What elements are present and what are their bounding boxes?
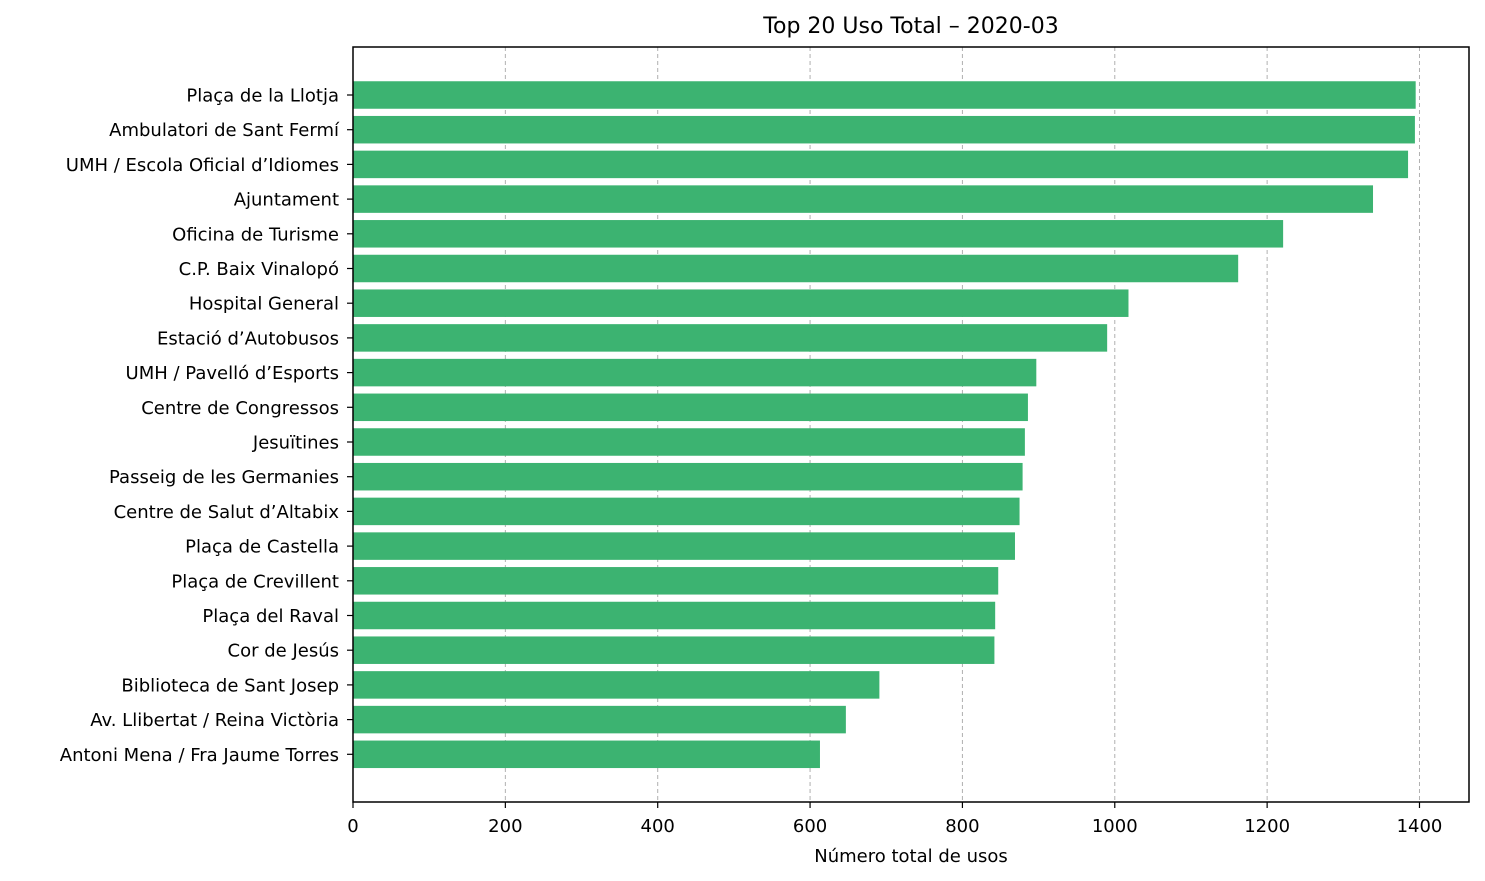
x-tick-label: 200: [488, 816, 522, 837]
bar: [353, 150, 1409, 179]
bar: [353, 358, 1037, 387]
bar: [353, 567, 999, 595]
bar: [353, 462, 1023, 491]
y-tick-label: Oficina de Turisme: [172, 224, 339, 245]
bar: [353, 601, 996, 630]
x-tick-label: 1200: [1244, 816, 1290, 837]
bar: [353, 289, 1129, 317]
y-tick-label: Plaça del Raval: [202, 606, 339, 627]
bar: [353, 497, 1020, 526]
bar: [353, 705, 846, 734]
x-tick-label: 600: [793, 816, 827, 837]
x-tick-label: 400: [641, 816, 675, 837]
y-axis-labels: Plaça de la Llotja Ambulatori de Sant Fer…: [60, 86, 353, 766]
y-tick-label: C.P. Baix Vinalopó: [179, 259, 339, 280]
y-tick-label: Ajuntament: [234, 190, 339, 211]
y-tick-label: Passeig de les Germanies: [109, 467, 339, 488]
y-tick-label: Cor de Jesús: [228, 641, 339, 662]
bar: [353, 740, 820, 769]
bar: [353, 115, 1415, 144]
x-axis-label: Número total de usos: [814, 846, 1008, 867]
chart-title: Top 20 Uso Total – 2020-03: [762, 14, 1058, 39]
y-tick-label: UMH / Escola Oficial d’Idiomes: [66, 155, 339, 176]
y-tick-label: Ambulatori de Sant Fermí: [109, 120, 340, 141]
bars: [353, 81, 1416, 769]
y-tick-label: Centre de Congressos: [141, 398, 339, 419]
y-tick-label: Centre de Salut d’Altabix: [114, 502, 340, 523]
bar: [353, 532, 1015, 560]
bar: [353, 254, 1239, 283]
bar: [353, 220, 1284, 248]
x-tick-label: 1000: [1092, 816, 1138, 837]
bar: [353, 636, 995, 664]
y-tick-label: Hospital General: [189, 294, 339, 315]
plot-frame: [352, 46, 1470, 803]
y-tick-label: Plaça de la Llotja: [186, 86, 339, 107]
y-tick-label: Antoni Mena / Fra Jaume Torres: [60, 745, 339, 766]
y-tick-label: Jesuïtines: [252, 433, 339, 454]
bar: [353, 81, 1416, 109]
bar: [353, 324, 1108, 352]
y-tick-label: Estació d’Autobusos: [157, 328, 339, 349]
bar: [353, 671, 880, 699]
y-tick-label: Plaça de Castella: [185, 537, 339, 558]
x-tick-label: 1400: [1397, 816, 1443, 837]
y-tick-label: Av. Llibertat / Reina Victòria: [90, 710, 339, 731]
x-tick-label: 800: [945, 816, 979, 837]
y-tick-label: UMH / Pavelló d’Esports: [126, 363, 339, 384]
bar: [353, 428, 1025, 456]
bar: [353, 393, 1028, 422]
x-axis-ticks: 0 200 400 600 800 1000 1200 1400: [347, 802, 1442, 837]
x-tick-label: 0: [347, 816, 358, 837]
y-tick-label: Biblioteca de Sant Josep: [121, 675, 339, 696]
y-tick-label: Plaça de Crevillent: [171, 571, 339, 592]
bar: [353, 185, 1374, 213]
